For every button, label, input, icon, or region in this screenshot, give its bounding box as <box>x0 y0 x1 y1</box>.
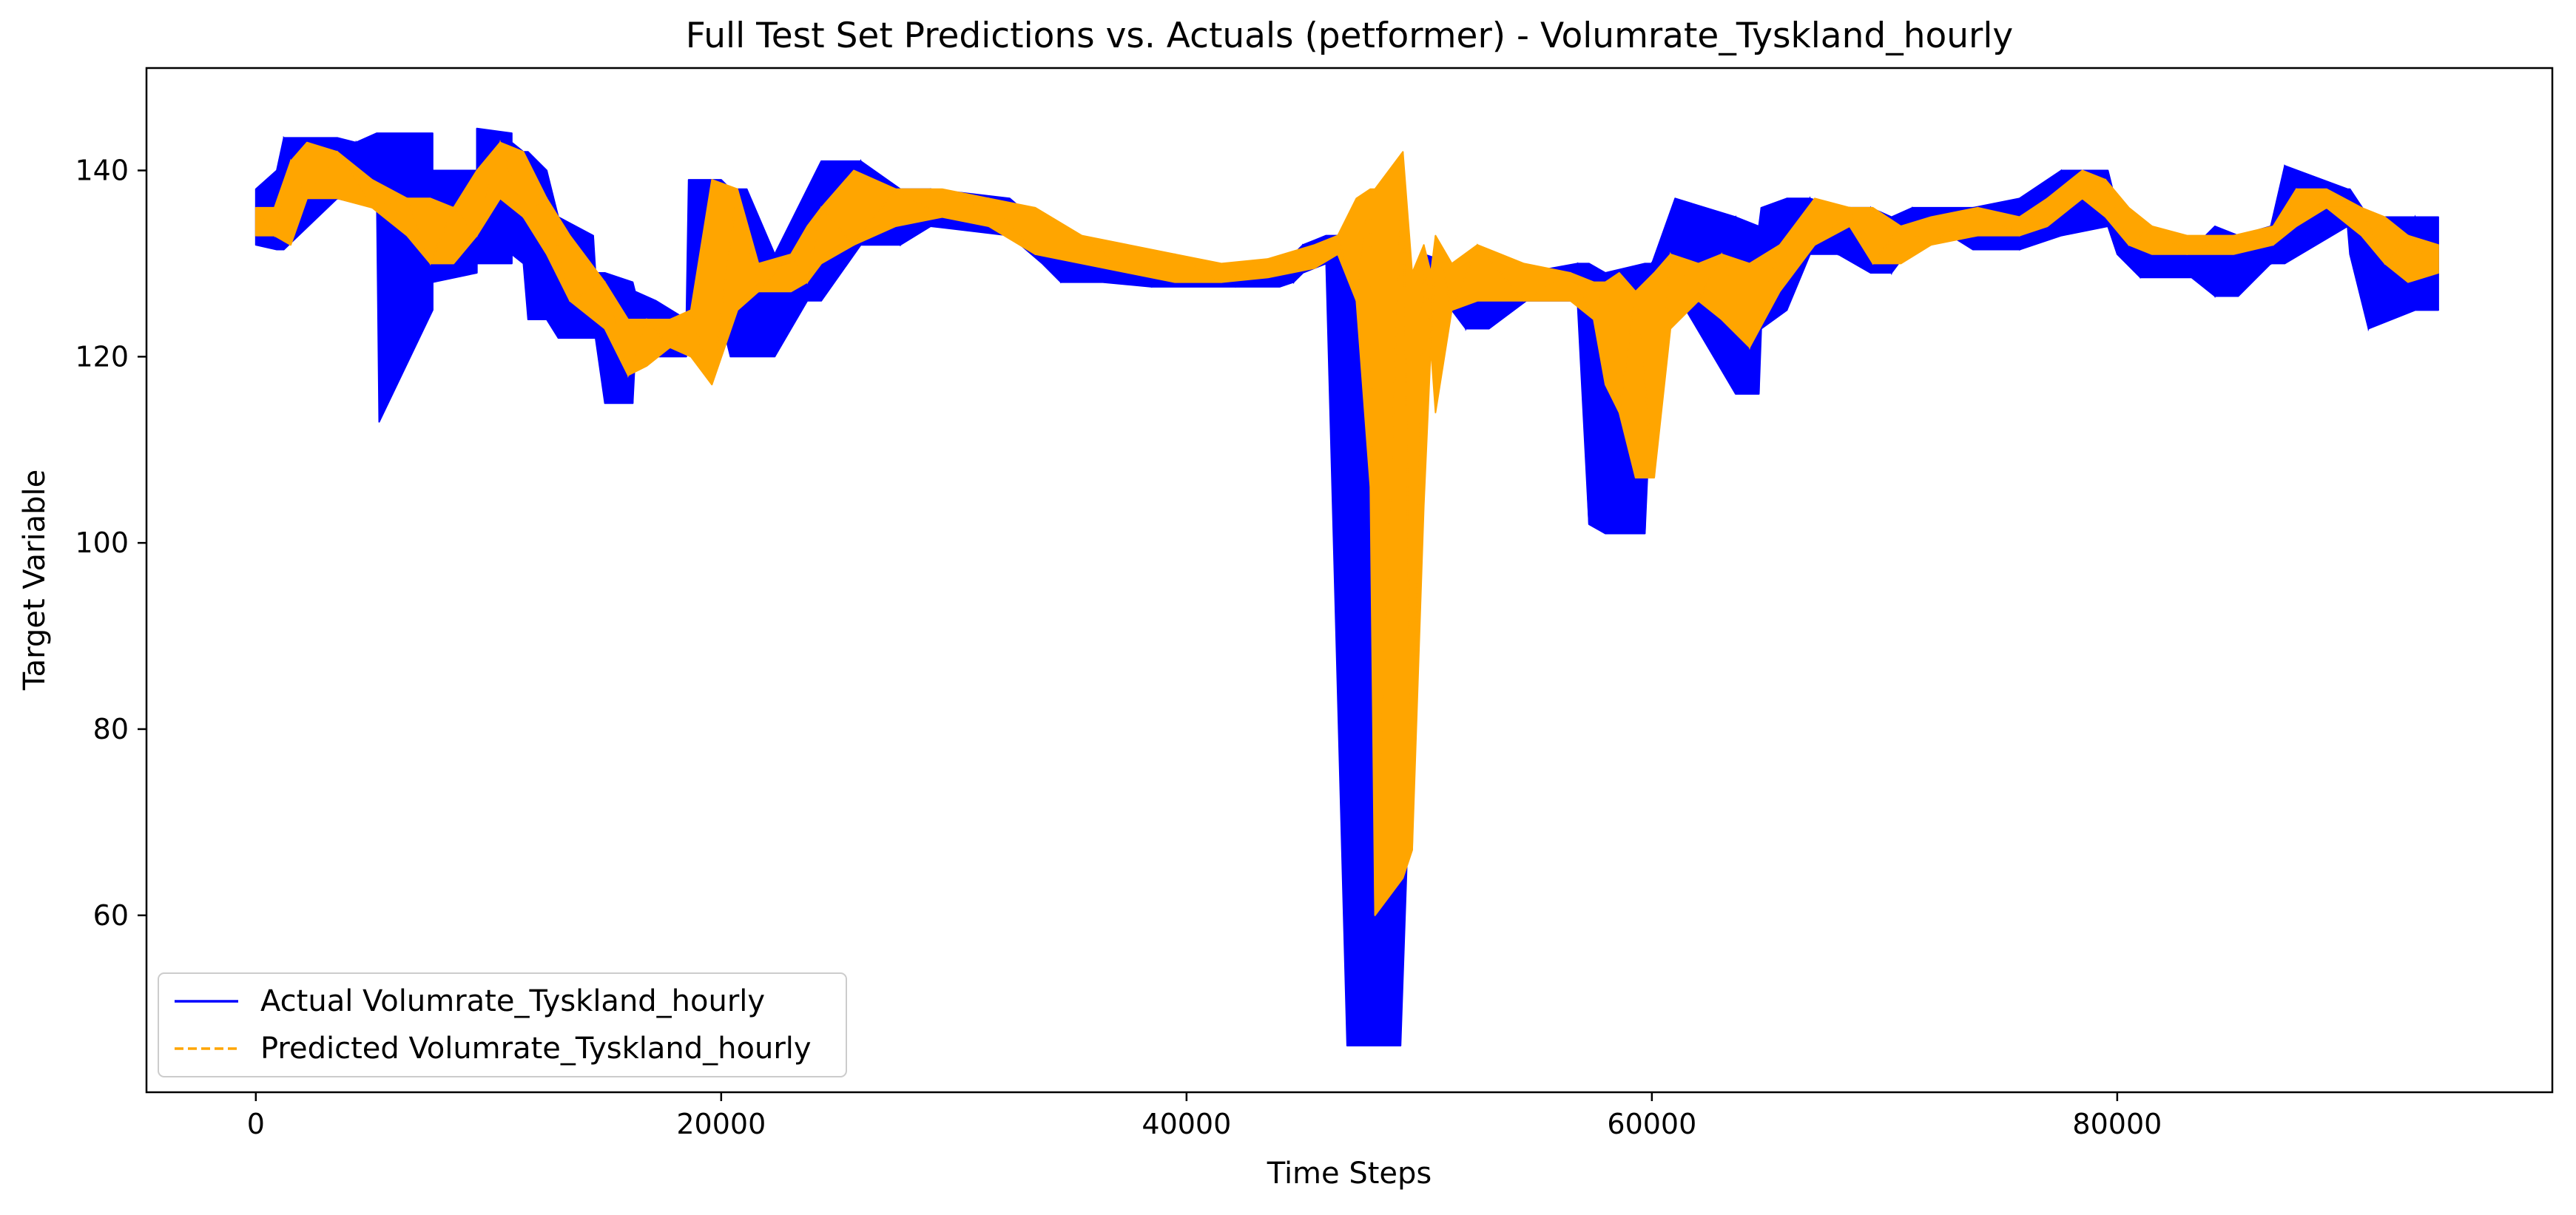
x-axis: 0 20000 40000 60000 80000 <box>247 1092 2162 1140</box>
series-predicted-trace <box>254 140 2439 916</box>
x-tick-label: 40000 <box>1142 1108 1231 1140</box>
chart-title: Full Test Set Predictions vs. Actuals (p… <box>686 16 2013 56</box>
y-tick-label: 120 <box>75 340 129 373</box>
x-tick-label: 20000 <box>676 1108 766 1140</box>
legend-label-actual: Actual Volumrate_Tyskland_hourly <box>260 984 765 1018</box>
y-tick-label: 100 <box>75 527 129 559</box>
plot-frame <box>145 67 2554 1094</box>
x-tick-label: 60000 <box>1607 1108 1696 1140</box>
y-axis: 60 80 100 120 140 <box>75 155 146 932</box>
y-axis-label: Target Variable <box>18 470 52 691</box>
y-tick-label: 140 <box>75 155 129 187</box>
y-tick-label: 60 <box>93 899 129 932</box>
x-axis-label: Time Steps <box>1267 1157 1432 1191</box>
legend-box <box>158 972 847 1077</box>
y-tick-label: 80 <box>93 713 129 745</box>
x-tick-label: 80000 <box>2072 1108 2162 1140</box>
legend-label-predicted: Predicted Volumrate_Tyskland_hourly <box>260 1032 812 1066</box>
legend: Actual Volumrate_Tyskland_hourly Predict… <box>158 972 847 1077</box>
x-tick-label: 0 <box>247 1108 265 1140</box>
plot-area <box>254 127 2439 1046</box>
